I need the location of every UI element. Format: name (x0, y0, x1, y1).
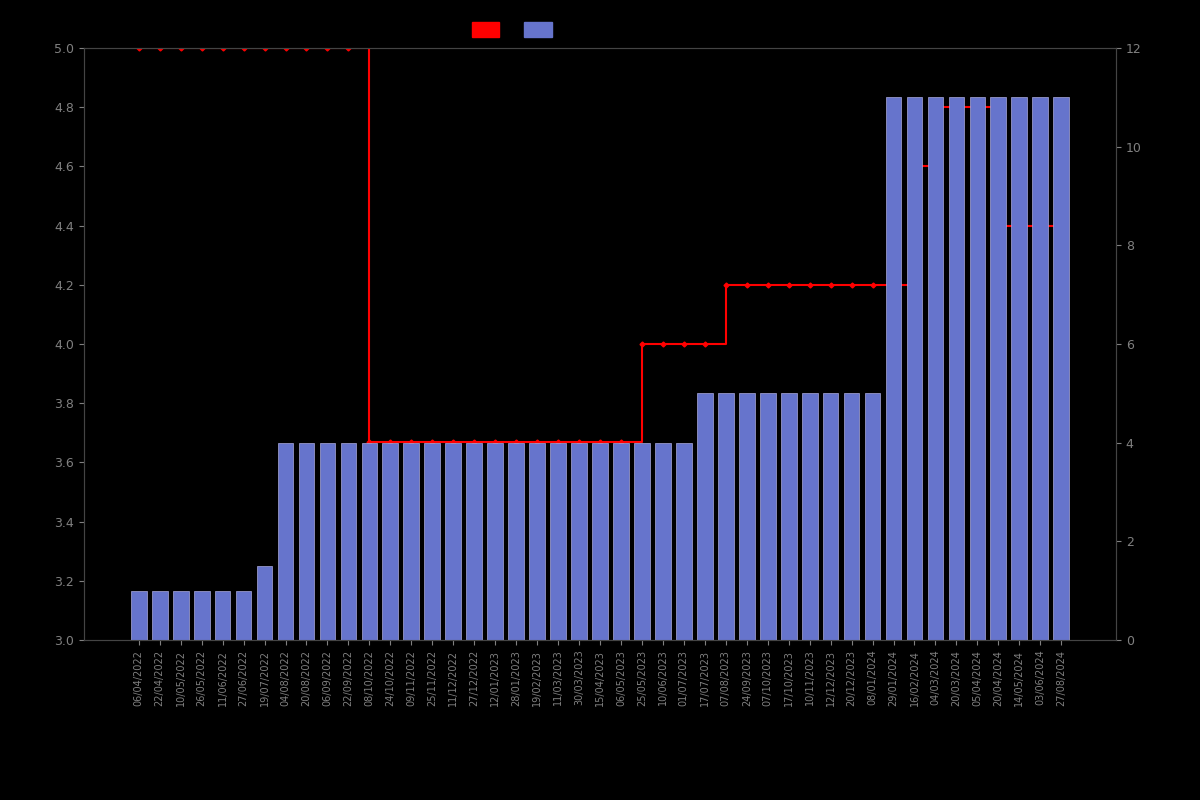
Bar (173, 590, 188, 640)
Bar (781, 394, 797, 640)
Bar (467, 442, 482, 640)
Bar (529, 442, 545, 640)
Bar (592, 442, 608, 640)
Bar (215, 590, 230, 640)
Bar (299, 442, 314, 640)
Bar (277, 442, 293, 640)
Bar (886, 98, 901, 640)
Bar (383, 442, 398, 640)
Bar (970, 98, 985, 640)
Bar (319, 442, 335, 640)
Bar (235, 590, 252, 640)
Bar (990, 98, 1006, 640)
Bar (152, 590, 168, 640)
Bar (844, 394, 859, 640)
Bar (655, 442, 671, 640)
Bar (718, 394, 733, 640)
Bar (425, 442, 440, 640)
Bar (341, 442, 356, 640)
Bar (676, 442, 691, 640)
Bar (403, 442, 419, 640)
Bar (634, 442, 649, 640)
Bar (194, 590, 210, 640)
Bar (948, 98, 965, 640)
Bar (802, 394, 817, 640)
Bar (1012, 98, 1027, 640)
Bar (1054, 98, 1069, 640)
Bar (257, 566, 272, 640)
Bar (509, 442, 524, 640)
Bar (739, 394, 755, 640)
Bar (928, 98, 943, 640)
Bar (613, 442, 629, 640)
Bar (445, 442, 461, 640)
Bar (760, 394, 775, 640)
Legend: , : , (472, 22, 563, 37)
Bar (361, 442, 377, 640)
Bar (551, 442, 566, 640)
Bar (865, 394, 881, 640)
Bar (697, 394, 713, 640)
Bar (823, 394, 839, 640)
Bar (907, 98, 923, 640)
Bar (131, 590, 146, 640)
Bar (1032, 98, 1048, 640)
Bar (571, 442, 587, 640)
Bar (487, 442, 503, 640)
